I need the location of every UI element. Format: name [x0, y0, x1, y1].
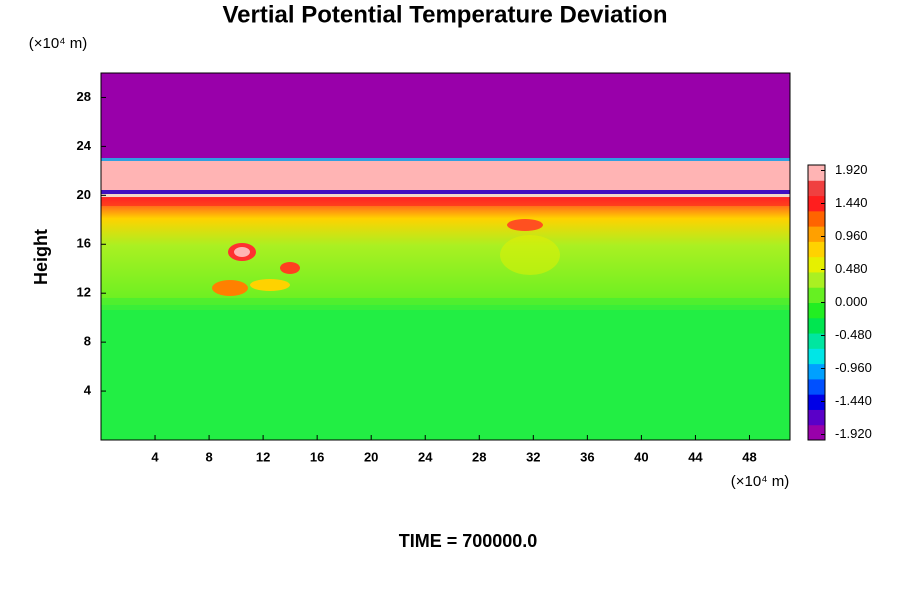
colorbar-swatch — [808, 226, 825, 242]
field-pink — [101, 160, 790, 190]
colorbar-tick-label: 0.000 — [835, 294, 868, 309]
field-blob — [212, 280, 248, 296]
field-line — [101, 190, 790, 194]
colorbar-swatch — [808, 195, 825, 212]
colorbar-tick-label: -0.480 — [835, 327, 872, 342]
y-tick-label: 24 — [77, 138, 92, 153]
colorbar-swatch — [808, 180, 825, 197]
y-unit-label: (×10⁴ m) — [29, 35, 88, 52]
x-tick-label: 44 — [688, 449, 703, 464]
x-tick-label: 20 — [364, 449, 378, 464]
colorbar-tick-label: -1.440 — [835, 393, 872, 408]
colorbar-swatch — [808, 409, 825, 426]
x-tick-label: 16 — [310, 449, 324, 464]
chart-title: Vertial Potential Temperature Deviation — [222, 1, 667, 28]
colorbar-tick-label: 1.920 — [835, 162, 868, 177]
x-tick-label: 48 — [742, 449, 756, 464]
colorbar-swatch — [808, 333, 825, 349]
x-tick-label: 28 — [472, 449, 486, 464]
colorbar-swatch — [808, 287, 825, 303]
colorbar-swatch — [808, 241, 825, 258]
x-tick-label: 36 — [580, 449, 594, 464]
y-tick-label: 20 — [77, 187, 91, 202]
field-blob — [250, 279, 290, 291]
x-tick-label: 8 — [205, 449, 212, 464]
colorbar-tick-label: 0.480 — [835, 261, 868, 276]
colorbar-swatch — [808, 348, 825, 365]
colorbar-tick-label: 1.440 — [835, 195, 868, 210]
y-axis-label: Height — [31, 229, 51, 285]
colorbar-swatch — [808, 210, 825, 227]
plot-frame — [100, 72, 791, 441]
y-tick-label: 8 — [84, 334, 91, 349]
x-unit-label: (×10⁴ m) — [731, 473, 790, 490]
colorbar-swatch — [808, 302, 825, 319]
x-tick-label: 40 — [634, 449, 648, 464]
colorbar-tick-label: -0.960 — [835, 360, 872, 375]
y-tick-label: 16 — [77, 236, 91, 251]
field-red — [101, 198, 790, 206]
colorbar-swatch — [808, 256, 825, 273]
colorbar-swatch — [808, 165, 825, 181]
field — [101, 73, 790, 440]
field-middle — [101, 197, 790, 305]
colorbar-swatch — [808, 317, 825, 334]
y-tick-label: 12 — [77, 285, 91, 300]
y-tick-label: 28 — [77, 89, 91, 104]
colorbar-swatch — [808, 271, 825, 288]
colorbar-tick-label: -1.920 — [835, 426, 872, 441]
footer-time: TIME = 700000.0 — [399, 531, 538, 551]
field-lower — [101, 303, 790, 440]
x-tick-label: 24 — [418, 449, 433, 464]
field-transition — [101, 298, 790, 310]
colorbar-swatch — [808, 394, 825, 410]
y-tick-label: 4 — [84, 383, 92, 398]
field-blob — [500, 235, 560, 275]
colorbar-swatch — [808, 363, 825, 380]
x-tick-label: 32 — [526, 449, 540, 464]
field-line — [101, 157, 790, 161]
colorbar-swatch — [808, 378, 825, 395]
field-blob — [280, 262, 300, 274]
colorbar-tick-label: 0.960 — [835, 228, 868, 243]
colorbar-swatch — [808, 424, 825, 441]
x-tick-label: 4 — [151, 449, 159, 464]
field-top — [101, 73, 790, 158]
x-tick-label: 12 — [256, 449, 270, 464]
field-blob — [234, 247, 250, 257]
field-blob — [507, 219, 543, 231]
